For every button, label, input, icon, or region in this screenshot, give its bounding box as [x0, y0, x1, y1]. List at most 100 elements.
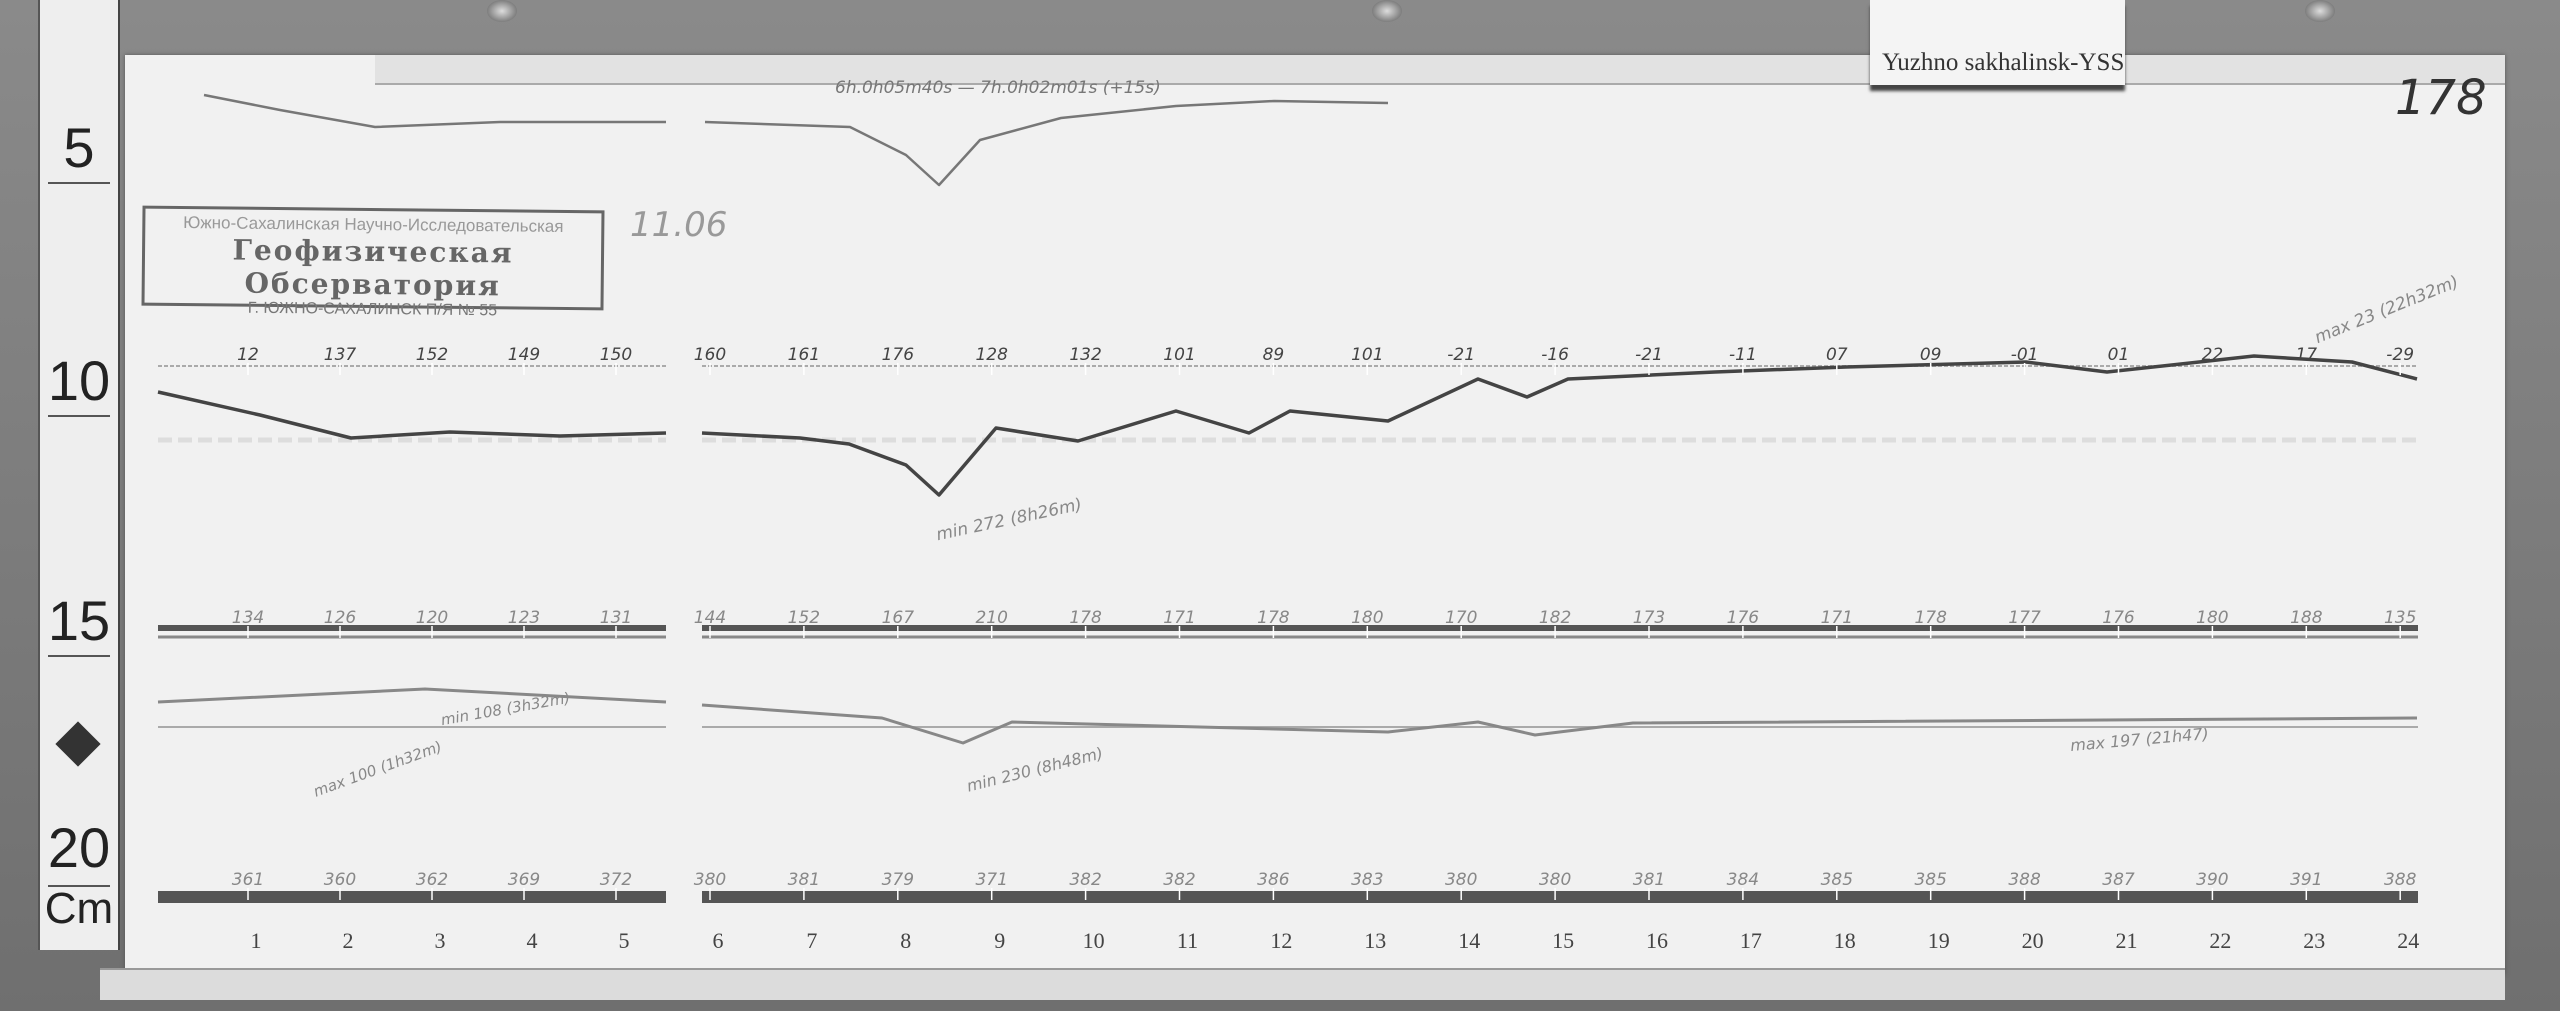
hour-mark-value: 09 — [1919, 345, 1942, 365]
hour-mark-value: 381 — [1632, 870, 1666, 890]
hour-label: 11 — [1176, 928, 1199, 953]
bottom-clip-strip — [100, 968, 2505, 1000]
ruler-tick — [48, 655, 110, 657]
hour-mark-value: -11 — [1729, 345, 1757, 365]
hour-mark-value: 382 — [1069, 870, 1102, 890]
hour-mark-value: 178 — [1914, 608, 1947, 628]
hour-mark-value: 123 — [507, 608, 541, 628]
ruler-label: 5 — [63, 116, 95, 179]
hour-label: 2 — [342, 928, 354, 953]
hour-mark-value: -29 — [2386, 345, 2415, 365]
hour-mark-value: 120 — [415, 608, 449, 628]
hour-mark-value: 22 — [2201, 345, 2224, 365]
hour-mark-value: -21 — [1635, 345, 1663, 365]
hour-mark-value: 161 — [787, 345, 821, 365]
ruler-label: 15 — [47, 589, 111, 652]
hour-mark-value: 180 — [1351, 608, 1384, 628]
hour-mark-value: 137 — [323, 345, 357, 365]
hour-mark-value: 180 — [2196, 608, 2229, 628]
hour-mark-value: 176 — [1726, 608, 1760, 628]
hour-mark-value: 160 — [693, 345, 727, 365]
hour-mark-value: 07 — [1825, 345, 1848, 365]
hour-label: 19 — [1927, 928, 1950, 953]
centimeter-ruler: 5 10 15 20 Cm — [38, 0, 120, 950]
hour-mark-value: 135 — [2383, 608, 2417, 628]
hour-label: 14 — [1458, 928, 1481, 953]
hour-mark-value: 385 — [1914, 870, 1947, 890]
screw-icon — [2305, 0, 2335, 22]
hour-mark-value: 178 — [1257, 608, 1290, 628]
hour-label: 12 — [1270, 928, 1293, 953]
hour-mark-value: 131 — [599, 608, 633, 628]
hour-label: 1 — [250, 928, 262, 953]
hour-mark-value: 387 — [2102, 870, 2135, 890]
hour-mark-value: -01 — [2010, 345, 2039, 365]
hour-mark-value: 152 — [787, 608, 821, 628]
station-label-card: Yuzhno sakhalinsk-YSS — [1870, 0, 2125, 85]
hour-label: 24 — [2397, 928, 2420, 953]
hour-mark-value: 380 — [1444, 870, 1478, 890]
screw-icon — [487, 0, 517, 22]
ruler-unit: Cm — [44, 884, 114, 933]
hour-mark-value: 149 — [507, 345, 541, 365]
ruler-tick — [48, 415, 110, 417]
sheet-number: 178 — [2395, 70, 2487, 126]
hour-mark-value: 188 — [2290, 608, 2323, 628]
hour-mark-value: 128 — [975, 345, 1008, 365]
hour-label: 18 — [1833, 928, 1856, 953]
hour-label: 3 — [434, 928, 446, 953]
trace-h-right — [701, 354, 2418, 497]
hour-mark-value: 372 — [599, 870, 633, 890]
hour-mark-value: 384 — [1726, 870, 1760, 890]
ruler-tick — [48, 885, 110, 887]
time-note: 6h.0h05m40s — 7h.0h02m01s (+15s) — [835, 78, 1161, 98]
hour-mark-value: 176 — [881, 345, 915, 365]
ruler-tick — [48, 182, 110, 184]
hour-label: 20 — [2021, 928, 2044, 953]
hour-mark-value: 369 — [507, 870, 541, 890]
ruler-label: 20 — [47, 816, 111, 879]
hour-mark-value: 132 — [1069, 345, 1102, 365]
hour-label: 13 — [1364, 928, 1387, 953]
hour-mark-value: 89 — [1262, 345, 1285, 365]
hour-mark-value: 170 — [1444, 608, 1478, 628]
hour-mark-value: 126 — [323, 608, 357, 628]
hour-mark-value: 134 — [231, 608, 265, 628]
trace-z-right — [701, 703, 2418, 745]
hour-label: 16 — [1646, 928, 1668, 953]
hour-label: 17 — [1739, 928, 1762, 953]
hour-mark-value: 360 — [323, 870, 357, 890]
hour-mark-value: 382 — [1163, 870, 1196, 890]
hour-mark-value: 388 — [2383, 870, 2417, 890]
ruler-label: 10 — [47, 349, 111, 412]
hour-mark-value: 150 — [599, 345, 633, 365]
hour-mark-value: 383 — [1351, 870, 1384, 890]
hour-mark-value: 361 — [231, 870, 265, 890]
hour-mark-value: 176 — [2102, 608, 2135, 628]
hour-label: 22 — [2209, 928, 2232, 953]
station-label: Yuzhno sakhalinsk-YSS — [1882, 49, 2125, 76]
trace-top-left — [203, 93, 666, 129]
trace-top-right — [704, 99, 1389, 187]
hour-label: 4 — [526, 928, 538, 953]
hour-label: 15 — [1552, 928, 1575, 953]
hour-label: 8 — [900, 928, 912, 953]
magnetogram-sheet — [125, 55, 2505, 975]
hour-mark-value: 12 — [237, 345, 259, 365]
hour-label: 9 — [994, 928, 1006, 953]
hour-mark-value: 380 — [693, 870, 727, 890]
hour-mark-value: 17 — [2295, 345, 2318, 365]
hour-mark-value: -16 — [1541, 345, 1569, 365]
hour-mark-value: 177 — [2008, 608, 2041, 628]
hour-label: 10 — [1082, 928, 1105, 953]
hour-mark-value: 144 — [693, 608, 727, 628]
trace-h-left — [157, 390, 667, 440]
hour-mark-value: 171 — [1820, 608, 1854, 628]
hour-mark-value: 210 — [975, 608, 1008, 628]
hour-mark-value: 182 — [1538, 608, 1572, 628]
hour-mark-value: 380 — [1538, 870, 1572, 890]
hour-label: 23 — [2303, 928, 2326, 953]
hour-label: 6 — [712, 928, 724, 953]
hour-mark-value: 379 — [881, 870, 915, 890]
